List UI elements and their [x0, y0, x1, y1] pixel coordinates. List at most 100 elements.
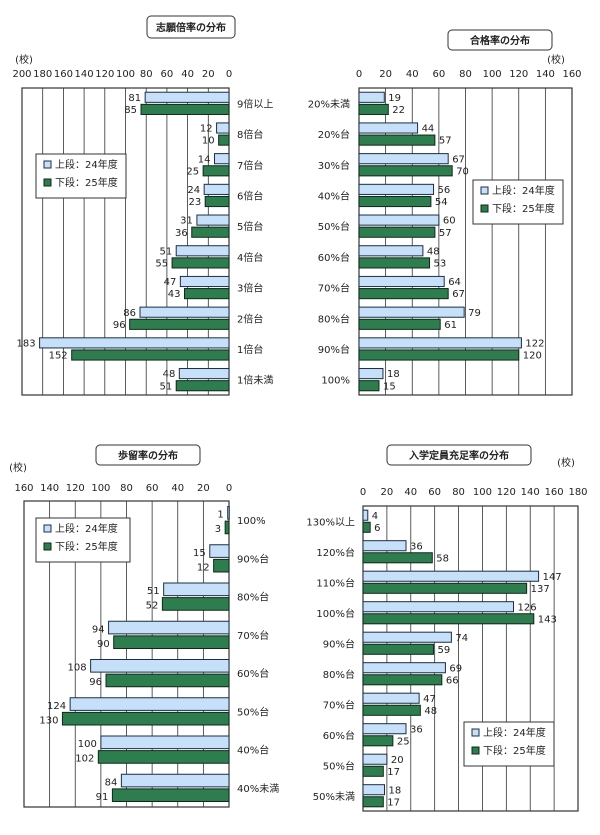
data-label: 69: [449, 663, 462, 674]
data-label: 86: [123, 308, 136, 319]
category-label: 70%台: [318, 282, 350, 295]
bar-25: [218, 134, 230, 146]
data-label: 124: [47, 701, 66, 712]
bar-24: [203, 183, 230, 195]
data-label: 48: [424, 706, 437, 717]
category-label: 4倍台: [237, 251, 263, 264]
data-label: 53: [434, 258, 447, 269]
legend-swatch-25: [480, 204, 489, 213]
bar-24: [216, 122, 230, 134]
data-label: 67: [452, 154, 465, 165]
data-label: 47: [423, 694, 436, 705]
axis-unit-label: (校): [15, 53, 33, 66]
bar-24: [178, 368, 230, 380]
bar-24: [358, 306, 465, 318]
bar-24: [358, 122, 419, 134]
category-label: 50%台: [323, 759, 355, 772]
data-label: 3: [215, 524, 221, 535]
data-label: 96: [113, 320, 126, 331]
chart-3: 歩留率の分布 (校) 160 140 120 100 80 60 40 20 0 100% 1 3 90%台…: [9, 444, 279, 808]
category-label: 90%台: [318, 343, 350, 356]
bar-24: [358, 245, 424, 257]
data-label: 18: [389, 785, 402, 796]
category-label: 80%台: [237, 591, 269, 604]
category-label: 40%台: [318, 189, 350, 202]
chart-title-box: [95, 444, 201, 466]
category-label: 6倍台: [237, 189, 263, 202]
data-label: 61: [444, 320, 457, 331]
chart-title-box: [386, 444, 532, 466]
x-tick-label: 160: [14, 483, 33, 494]
category-label: 7倍台: [237, 159, 263, 172]
bar-24: [362, 601, 514, 613]
bar-24: [362, 509, 369, 521]
x-tick-label: 60: [161, 69, 174, 80]
category-label: 50%台: [318, 220, 350, 233]
bar-24: [362, 662, 446, 674]
bar-24: [362, 753, 388, 765]
bar-25: [362, 552, 433, 564]
data-label: 66: [446, 675, 459, 686]
x-tick-label: 140: [536, 69, 555, 80]
bar-25: [71, 349, 230, 361]
chart-1: 志願倍率の分布(校)200 180 160 140 120 100 80 60 40 20 09倍以…: [12, 15, 273, 396]
x-tick-label: 0: [226, 69, 232, 80]
legend-label: 上段：24年度: [483, 726, 546, 739]
category-label: 130%以上: [306, 516, 355, 528]
data-label: 15: [193, 548, 206, 559]
x-tick-label: 20: [197, 483, 210, 494]
bar-24: [358, 337, 522, 349]
data-label: 20: [391, 755, 404, 766]
bar-25: [358, 349, 520, 361]
category-label: 60%台: [323, 729, 355, 742]
data-label: 51: [159, 246, 172, 257]
bar-24: [69, 697, 230, 711]
data-label: 57: [439, 136, 452, 147]
data-label: 183: [17, 338, 36, 349]
data-label: 10: [202, 136, 215, 147]
data-label: 31: [180, 216, 193, 227]
chart-title: 歩留率の分布: [118, 449, 178, 462]
bar-24: [358, 183, 435, 195]
bar-24: [358, 91, 385, 103]
bar-24: [362, 570, 540, 582]
bar-25: [161, 597, 230, 611]
legend-swatch-25: [43, 178, 52, 187]
legend-label: 上段：24年度: [492, 184, 555, 197]
bar-24: [196, 214, 230, 226]
legend-box: [472, 179, 564, 225]
x-tick-label: 100: [91, 483, 110, 494]
legend-swatch-25: [471, 746, 480, 755]
x-tick-label: 160: [54, 69, 73, 80]
x-tick-label: 60: [428, 487, 441, 498]
bar-24: [227, 506, 230, 520]
bar-24: [362, 692, 420, 704]
data-label: 36: [410, 724, 423, 735]
x-tick-label: 40: [406, 69, 419, 80]
legend-label: 下段：25年度: [492, 202, 555, 215]
legend-swatch-24: [43, 160, 52, 169]
data-label: 91: [96, 792, 109, 803]
x-tick-label: 40: [404, 487, 417, 498]
bar-25: [213, 558, 230, 573]
bar-25: [358, 103, 389, 115]
chart-title: 合格率の分布: [469, 34, 530, 47]
category-label: 70%台: [323, 698, 355, 711]
category-label: 3倍台: [237, 282, 263, 295]
x-tick-label: 100: [483, 69, 502, 80]
category-label: 8倍台: [237, 128, 263, 141]
category-label: 20%未満: [308, 98, 350, 110]
bar-24: [358, 275, 445, 288]
bar-25: [362, 704, 421, 716]
bar-24: [39, 337, 230, 349]
bar-25: [175, 380, 230, 392]
bar-25: [61, 711, 230, 726]
data-label: 152: [49, 351, 68, 362]
data-label: 58: [436, 553, 449, 564]
bar-24: [90, 659, 230, 673]
category-label: 70%台: [237, 629, 269, 642]
category-label: 1倍台: [237, 343, 263, 356]
x-tick-label: 0: [356, 69, 362, 80]
bar-25: [362, 674, 443, 686]
